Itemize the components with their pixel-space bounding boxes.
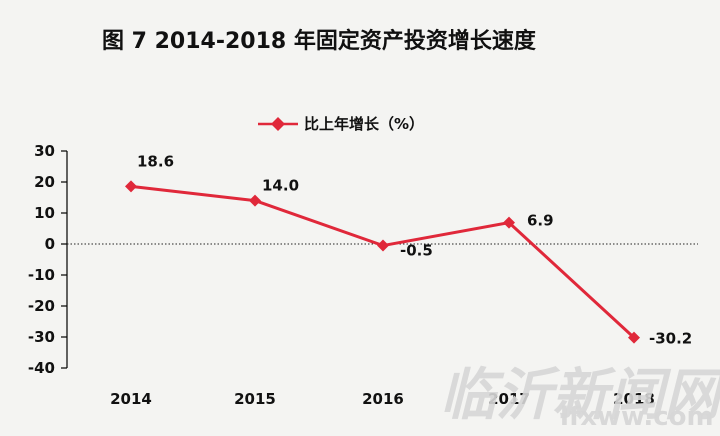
data-point <box>628 331 640 344</box>
chart-title: 图 7 2014-2018 年固定资产投资增长速度 <box>102 28 537 54</box>
data-label: 14.0 <box>262 177 299 195</box>
watermark-url: lfxww.com <box>560 402 714 432</box>
data-point <box>377 239 389 252</box>
x-tick-label: 2018 <box>613 390 655 408</box>
watermark: 临沂新闻网 lfxww.com <box>440 363 720 432</box>
data-label: 6.9 <box>527 212 554 230</box>
data-label: -0.5 <box>400 242 433 260</box>
y-tick-label: -30 <box>28 328 55 346</box>
y-tick-label: 20 <box>34 173 55 191</box>
y-tick-label: 10 <box>34 204 55 222</box>
data-point <box>249 194 261 207</box>
series-group: 18.6 14.0 -0.5 6.9 -30.2 <box>125 152 692 348</box>
legend-label: 比上年增长（%） <box>304 115 424 133</box>
legend-marker <box>271 117 285 131</box>
data-point <box>503 216 515 229</box>
y-axis: 30 20 10 0 -10 -20 -30 -40 <box>28 142 68 377</box>
x-tick-label: 2014 <box>110 390 152 408</box>
watermark-text: 临沂新闻网 <box>440 363 720 428</box>
x-tick-label: 2017 <box>488 390 530 408</box>
legend: 比上年增长（%） <box>258 115 424 133</box>
x-tick-label: 2016 <box>362 390 404 408</box>
data-point <box>125 180 137 193</box>
y-tick-label: 0 <box>45 235 55 253</box>
y-tick-label: -20 <box>28 297 55 315</box>
y-tick-label: -40 <box>28 359 55 377</box>
data-label: -30.2 <box>649 330 692 348</box>
y-tick-label: 30 <box>34 142 55 160</box>
data-label: 18.6 <box>137 152 174 170</box>
y-tick-label: -10 <box>28 266 55 284</box>
x-tick-label: 2015 <box>234 390 276 408</box>
